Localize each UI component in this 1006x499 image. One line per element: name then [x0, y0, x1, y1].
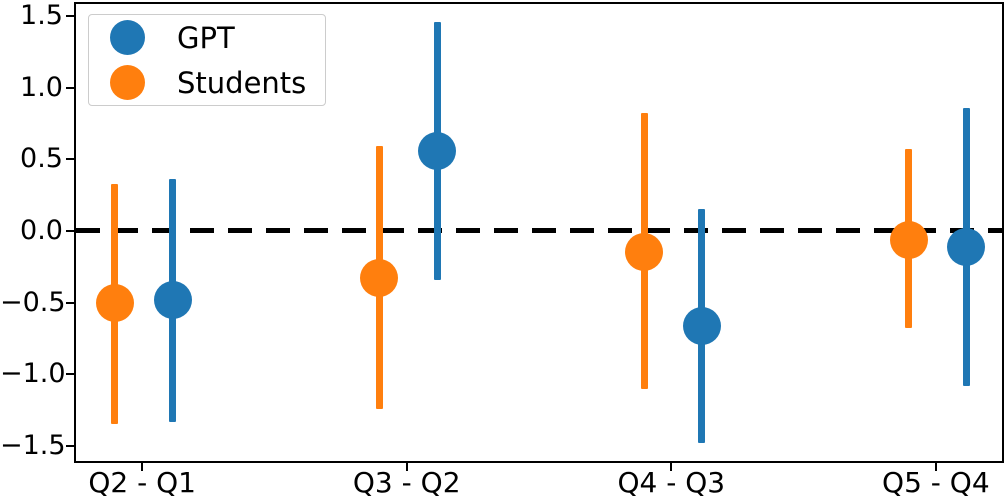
data-point-marker-gpt-2	[682, 306, 721, 345]
x-axis-tick-label: Q3 - Q2	[352, 466, 461, 499]
data-point-marker-gpt-1	[418, 131, 457, 170]
y-axis-tick	[66, 301, 74, 304]
data-point-marker-gpt-0	[153, 280, 192, 319]
legend-label-students: Students	[177, 65, 307, 100]
y-axis-tick	[66, 158, 74, 161]
x-axis-tick	[670, 463, 673, 471]
y-axis-tick-label: −1.0	[0, 358, 66, 390]
data-point-marker-gpt-3	[947, 227, 986, 266]
y-axis-tick-label: 0.5	[20, 143, 63, 175]
students-legend-marker-icon	[110, 65, 145, 100]
x-axis-tick-label: Q2 - Q1	[88, 466, 196, 499]
x-axis-tick	[141, 463, 144, 471]
data-point-marker-students-0	[95, 283, 134, 322]
x-axis-tick	[405, 463, 408, 471]
y-axis-tick-label: 1.5	[20, 0, 63, 32]
legend-item-gpt: GPT	[110, 19, 325, 56]
data-point-marker-students-1	[360, 259, 399, 298]
legend-item-students: Students	[110, 64, 325, 101]
x-axis-tick	[934, 463, 937, 471]
y-axis-tick	[66, 373, 74, 376]
data-point-marker-students-2	[625, 233, 664, 272]
y-axis-tick	[66, 86, 74, 89]
y-axis-tick	[66, 444, 74, 447]
y-axis-tick-label: −1.5	[0, 429, 66, 461]
x-axis-tick-label: Q4 - Q3	[617, 466, 726, 499]
x-axis-tick-label: Q5 - Q4	[882, 466, 990, 499]
legend: GPT Students	[88, 14, 326, 106]
legend-label-gpt: GPT	[177, 20, 235, 55]
data-point-marker-students-3	[889, 220, 928, 259]
gpt-legend-marker-icon	[110, 20, 145, 55]
y-axis-tick	[66, 229, 74, 232]
y-axis-tick-label: 1.0	[20, 71, 63, 103]
y-axis-tick	[66, 15, 74, 18]
y-axis-tick-label: 0.0	[20, 214, 63, 246]
y-axis-tick-label: −0.5	[0, 286, 66, 318]
zero-reference-line	[76, 228, 1002, 234]
